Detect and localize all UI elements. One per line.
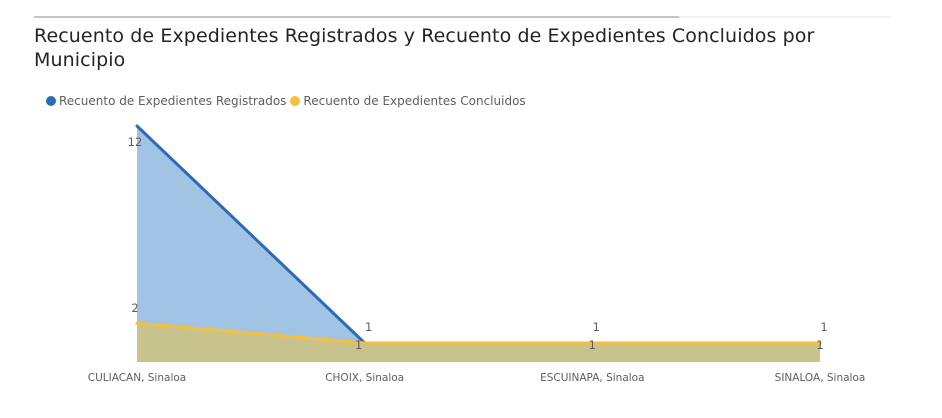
area-fill-registrados [137, 126, 820, 362]
x-tick-label-1: CULIACAN, Sinaloa [88, 372, 186, 384]
data-label-concluidos-3: 1 [589, 338, 596, 352]
data-label-concluidos-2: 1 [355, 338, 362, 352]
legend-marker-registrados [46, 96, 56, 106]
data-label-registrados-1: 12 [128, 135, 143, 149]
series-line-concluidos [135, 321, 822, 345]
header-divider [34, 16, 679, 18]
data-label-concluidos-4: 1 [816, 338, 823, 352]
legend-label-registrados: Recuento de Expedientes Registrados [59, 94, 287, 108]
data-label-registrados-2: 1 [365, 320, 372, 334]
legend-marker-concluidos [290, 96, 301, 106]
data-label-concluidos-1: 2 [131, 301, 138, 315]
chart-title: Recuento de Expedientes Registrados y Re… [34, 25, 815, 71]
x-tick-label-4: SINALOA, Sinaloa [775, 372, 866, 384]
legend-label-concluidos: Recuento de Expedientes Concluidos [303, 94, 526, 108]
legend-item-registrados[interactable]: Recuento de Expedientes Registrados [46, 94, 286, 108]
area-fill-concluidos [137, 323, 820, 362]
x-tick-label-2: CHOIX, Sinaloa [325, 372, 404, 384]
data-label-registrados-4: 1 [820, 320, 827, 334]
chart-legend: Recuento de Expedientes Registrados Recu… [46, 93, 530, 109]
legend-item-concluidos[interactable]: Recuento de Expedientes Concluidos [290, 94, 526, 108]
data-label-registrados-3: 1 [593, 320, 600, 334]
x-tick-label-3: ESCUINAPA, Sinaloa [540, 372, 644, 384]
